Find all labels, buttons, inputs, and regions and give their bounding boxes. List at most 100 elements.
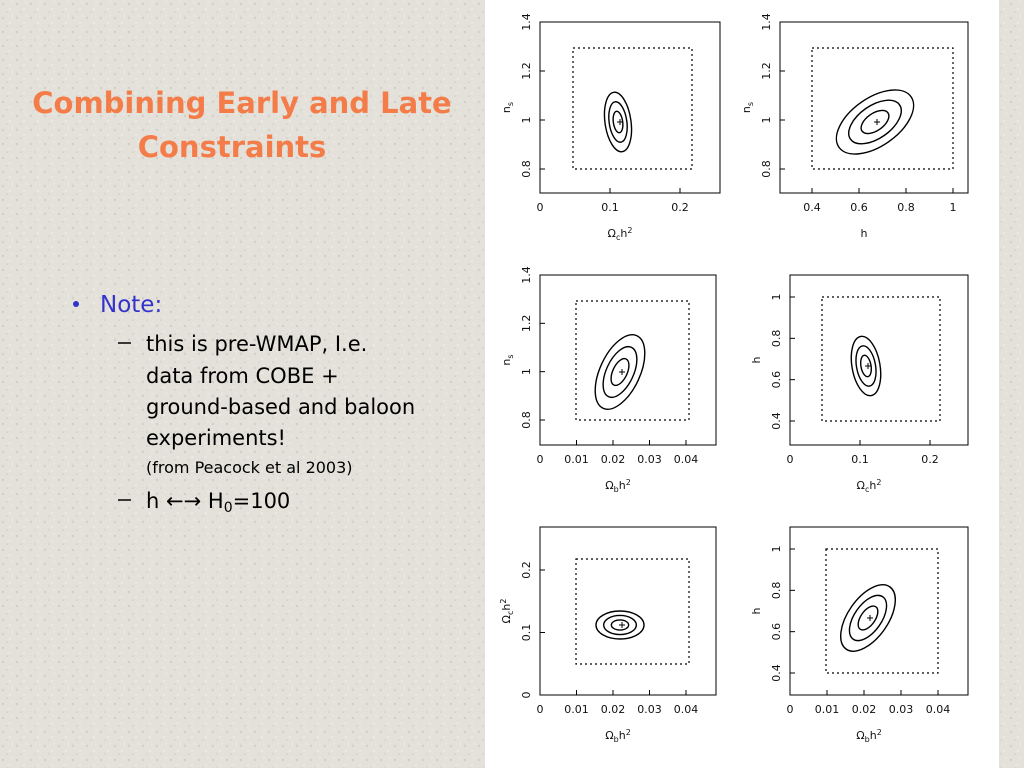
label-text: Ω	[857, 479, 865, 492]
title-line: Constraints	[138, 130, 327, 164]
y-tick-label: 1.4	[520, 266, 533, 284]
confidence-contour	[857, 605, 879, 631]
y-tick-label: 1.4	[520, 13, 533, 31]
label-text: h	[620, 227, 627, 240]
subscript: c	[865, 485, 869, 494]
y-tick-label: 1	[760, 117, 773, 124]
sub-bullet-line: ground-based and baloon	[146, 395, 415, 419]
x-tick-label: 0.02	[601, 453, 626, 466]
x-tick-label: 0.03	[637, 453, 662, 466]
label-text: h	[869, 479, 876, 492]
plot-frame	[789, 526, 969, 696]
x-tick-label: 0.01	[815, 703, 840, 716]
superscript: 2	[626, 728, 631, 737]
plot-frame	[789, 274, 969, 446]
confidence-contour	[602, 614, 638, 636]
confidence-contour	[594, 334, 646, 410]
axis-label: ns	[740, 102, 755, 113]
contour-plot: 0 0.1 0.2 0.8 1 1.2 1.4 Ωch2 ns	[500, 13, 721, 242]
subscript: 0	[224, 500, 233, 516]
y-tick-label: 1	[770, 294, 783, 301]
label-text: h	[861, 227, 868, 240]
x-tick-label: 0.1	[601, 201, 619, 214]
symbol: H	[208, 489, 224, 513]
y-tick-label: 0.8	[520, 160, 533, 178]
x-tick-label: 0.02	[852, 703, 877, 716]
sub-bullet-line: this is pre-WMAP, I.e.	[146, 332, 367, 356]
text: =100	[233, 489, 291, 513]
x-tick-label: 0	[537, 703, 544, 716]
axis-label: Ωch2	[499, 599, 515, 624]
confidence-contour	[610, 619, 630, 631]
y-tick-label: 0.6	[770, 623, 783, 641]
text: h	[146, 489, 159, 513]
y-tick-label: 1.4	[760, 13, 773, 31]
y-tick-label: 1	[520, 117, 533, 124]
x-tick-label: 0.02	[601, 703, 626, 716]
x-tick-label: 0.8	[897, 201, 915, 214]
x-tick-label: 1	[950, 201, 957, 214]
prior-box	[825, 548, 939, 674]
x-tick-label: 0.2	[921, 453, 939, 466]
best-fit-marker	[617, 119, 623, 125]
x-tick-label: 0.04	[674, 453, 699, 466]
label-text: h	[870, 729, 877, 742]
axis-label: Ωch2	[608, 226, 633, 242]
prior-box	[821, 296, 941, 422]
best-fit-marker	[867, 615, 873, 621]
confidence-contour	[855, 345, 877, 387]
x-tick-label: 0.4	[803, 201, 821, 214]
subscript: b	[865, 735, 870, 744]
subscript: c	[506, 611, 515, 615]
x-tick-label: 0.01	[564, 453, 589, 466]
y-tick-label: 0.8	[760, 160, 773, 178]
label-text: n	[740, 106, 753, 113]
confidence-contour	[608, 101, 628, 143]
y-tick-label: 0	[520, 692, 533, 699]
y-tick-label: 0.8	[520, 411, 533, 429]
confidence-contour	[610, 357, 630, 387]
best-fit-marker	[619, 369, 625, 375]
y-tick-label: 0.6	[770, 371, 783, 389]
best-fit-marker	[865, 363, 871, 369]
x-tick-label: 0	[537, 453, 544, 466]
best-fit-marker	[874, 119, 880, 125]
confidence-contour	[612, 110, 624, 134]
x-tick-label: 0.03	[889, 703, 914, 716]
plot-frame	[779, 21, 969, 194]
plot-frame	[539, 21, 721, 194]
y-tick-label: 0.8	[770, 330, 783, 348]
label-text: Ω	[856, 729, 864, 742]
contour-plot: 0.4 0.6 0.8 1 0.8 1 1.2 1.4 h ns	[740, 13, 969, 240]
y-tick-label: 0.4	[770, 412, 783, 430]
label-text: Ω	[605, 729, 613, 742]
superscript: 2	[627, 226, 632, 235]
prior-box	[575, 300, 690, 421]
x-tick-label: 0	[787, 453, 794, 466]
prior-box	[811, 47, 954, 170]
x-tick-label: 0.04	[674, 703, 699, 716]
label-text: Ω	[500, 615, 513, 623]
y-tick-label: 1	[520, 368, 533, 375]
axis-label: Ωbh2	[605, 728, 631, 744]
y-tick-label: 0.2	[520, 561, 533, 579]
confidence-contour	[595, 610, 645, 640]
title: Combining Early and Late Constraints	[32, 86, 451, 164]
sub-bullet-line: experiments!	[146, 426, 286, 450]
y-tick-label: 0.4	[770, 664, 783, 682]
axis-label: Ωbh2	[605, 478, 631, 494]
subscript: s	[506, 102, 515, 106]
subscript: s	[506, 354, 515, 358]
x-tick-label: 0.1	[851, 453, 869, 466]
label-text: h	[750, 607, 763, 614]
confidence-contour	[602, 345, 638, 399]
superscript: 2	[499, 599, 508, 604]
best-fit-marker	[619, 622, 625, 628]
y-tick-label: 0.8	[770, 582, 783, 600]
label-text: h	[500, 604, 513, 611]
y-tick-label: 0.1	[520, 624, 533, 642]
bullet-marker	[73, 301, 79, 307]
